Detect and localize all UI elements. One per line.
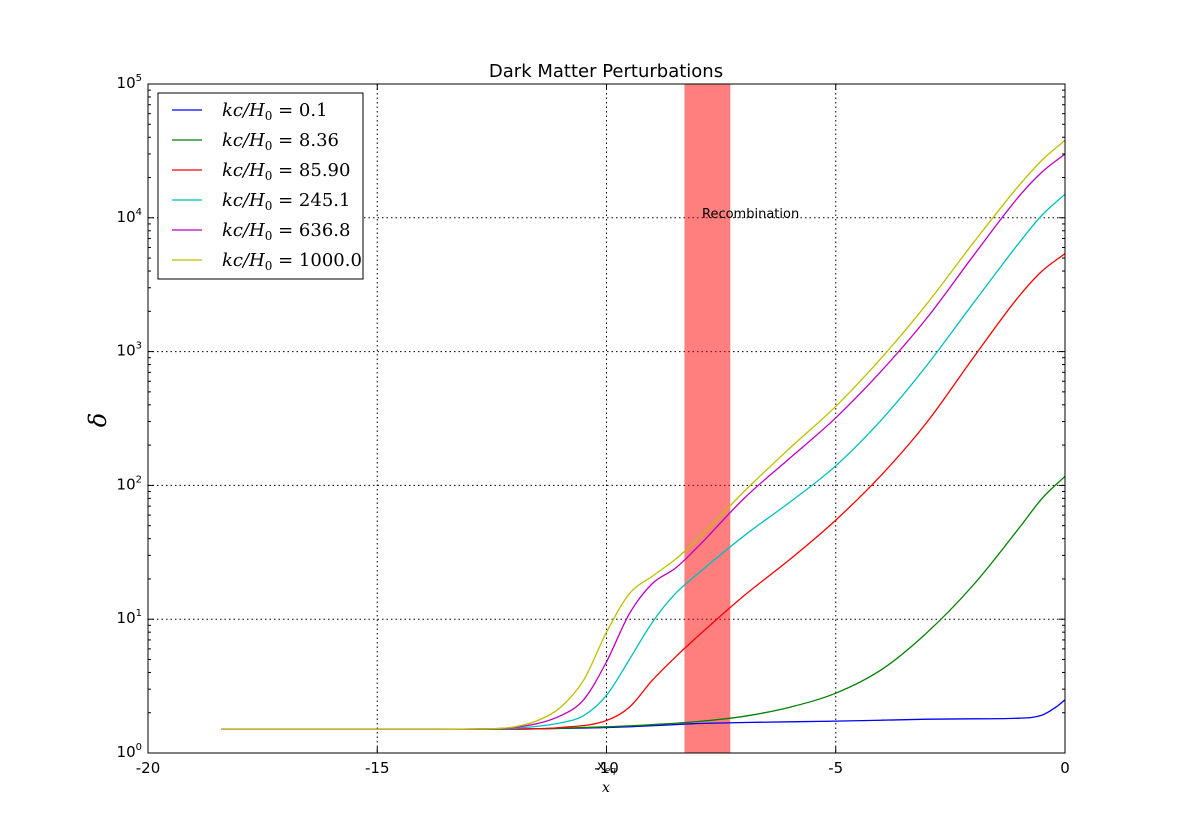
recombination-label: Recombination <box>702 207 799 222</box>
series-line-2 <box>221 253 1066 731</box>
legend: kc/H0 = 0.1 kc/H0 = 8.36 kc/H0 = 85.90 kc/H… <box>157 92 364 280</box>
legend-label-2: kc/H0 = 85.90 <box>222 160 350 183</box>
legend-label-0: kc/H0 = 0.1 <box>222 100 328 123</box>
x-tick-label: -15 <box>365 759 390 777</box>
series-line-5 <box>221 139 1066 731</box>
x-tick-label: -10 <box>594 759 619 777</box>
legend-label-3: kc/H0 = 245.1 <box>222 190 350 213</box>
x-tick-label: 0 <box>1060 759 1070 777</box>
recombination-band <box>684 84 731 753</box>
y-axis-label: δ <box>84 413 112 427</box>
legend-box <box>157 92 364 280</box>
chart-title: Dark Matter Perturbations <box>489 61 723 82</box>
legend-label-1: kc/H0 = 8.36 <box>222 130 339 153</box>
x-axis-label: x <box>602 780 610 796</box>
legend-label-4: kc/H0 = 636.8 <box>222 220 350 243</box>
legend-label-5: kc/H0 = 1000.0 <box>222 250 362 273</box>
x-tick-label: -5 <box>828 759 843 777</box>
recombination-band-layer <box>684 84 731 753</box>
x-tick-label: -20 <box>136 759 161 777</box>
series-layer <box>221 139 1066 731</box>
